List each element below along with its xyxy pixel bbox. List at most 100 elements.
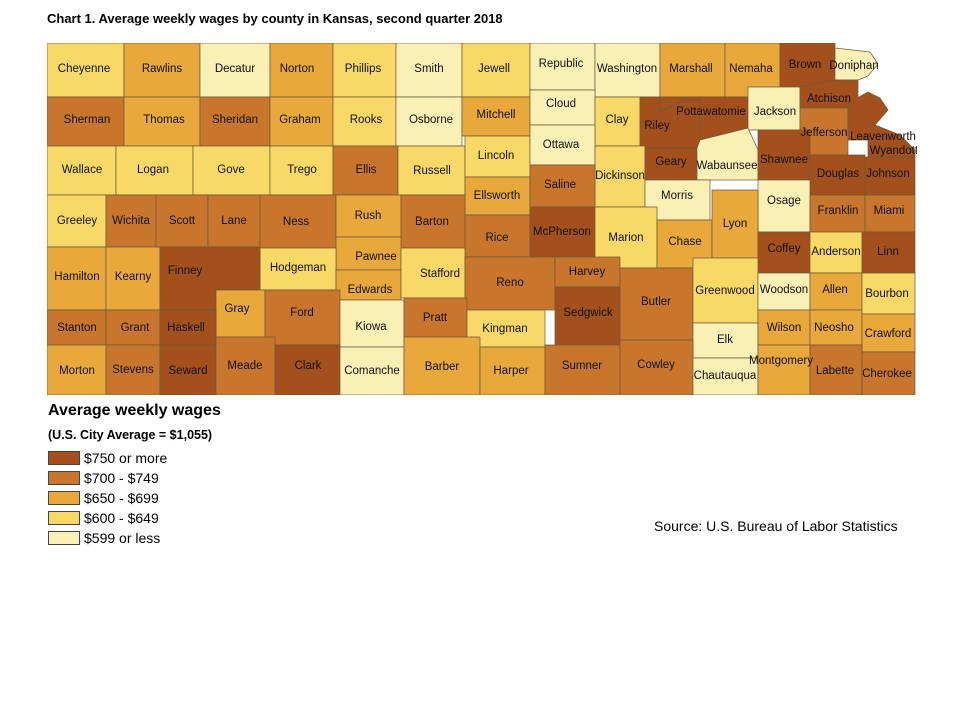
county-label-douglas: Douglas <box>817 168 859 180</box>
legend-label: $600 - $649 <box>84 510 159 526</box>
county-label-haskell: Haskell <box>167 322 205 334</box>
county-label-marion: Marion <box>608 232 643 244</box>
legend-item-c5: $750 or more <box>48 448 221 468</box>
legend-swatch <box>48 491 80 505</box>
county-label-norton: Norton <box>280 63 315 75</box>
county-label-shawnee: Shawnee <box>760 154 808 166</box>
county-label-woodson: Woodson <box>760 284 808 296</box>
county-label-pratt: Pratt <box>423 312 448 324</box>
county-label-kiowa: Kiowa <box>355 321 387 333</box>
county-label-smith: Smith <box>414 63 443 75</box>
county-label-kingman: Kingman <box>482 323 527 335</box>
county-label-atchison: Atchison <box>807 93 851 105</box>
county-label-gove: Gove <box>217 164 245 176</box>
county-label-jefferson: Jefferson <box>800 127 847 139</box>
county-label-scott: Scott <box>169 215 196 227</box>
county-label-elk: Elk <box>717 334 733 346</box>
legend-subtitle: (U.S. City Average = $1,055) <box>48 428 213 442</box>
county-labette <box>809 344 863 395</box>
county-label-linn: Linn <box>877 246 899 258</box>
county-label-harper: Harper <box>493 365 528 377</box>
legend-item-c1: $599 or less <box>48 528 221 548</box>
source-note: Source: U.S. Bureau of Labor Statistics <box>654 518 898 534</box>
county-label-stanton: Stanton <box>57 322 97 334</box>
county-label-phillips: Phillips <box>345 63 382 75</box>
legend-label: $750 or more <box>84 450 168 466</box>
county-label-bourbon: Bourbon <box>865 288 908 300</box>
county-label-seward: Seward <box>169 365 208 377</box>
county-label-chautauqua: Chautauqua <box>694 370 757 382</box>
county-label-geary: Geary <box>655 156 687 168</box>
legend-item-c3: $650 - $699 <box>48 488 221 508</box>
county-label-chase: Chase <box>668 236 701 248</box>
county-label-clay: Clay <box>605 114 628 126</box>
county-label-saline: Saline <box>544 179 576 191</box>
legend-label: $650 - $699 <box>84 490 159 506</box>
legend-label: $700 - $749 <box>84 470 159 486</box>
county-label-comanche: Comanche <box>344 365 400 377</box>
county-label-morris: Morris <box>661 190 693 202</box>
county-harper <box>479 346 546 395</box>
county-label-cherokee: Cherokee <box>862 368 912 380</box>
county-label-crawford: Crawford <box>865 328 912 340</box>
legend-title: Average weekly wages <box>48 402 221 419</box>
county-comanche <box>339 346 405 395</box>
county-label-cowley: Cowley <box>637 359 675 371</box>
county-label-graham: Graham <box>279 114 321 126</box>
county-label-barton: Barton <box>415 216 449 228</box>
county-meade <box>215 336 276 395</box>
county-label-johnson: Johnson <box>866 168 909 180</box>
legend-item-c4: $700 - $749 <box>48 468 221 488</box>
county-label-lincoln: Lincoln <box>478 150 514 162</box>
county-chautauqua <box>692 357 759 395</box>
county-label-osborne: Osborne <box>409 114 453 126</box>
county-label-rice: Rice <box>485 232 508 244</box>
county-sumner <box>544 344 621 395</box>
county-label-hamilton: Hamilton <box>54 271 99 283</box>
county-label-thomas: Thomas <box>143 114 185 126</box>
county-label-russell: Russell <box>413 165 451 177</box>
county-label-wabaunsee: Wabaunsee <box>697 160 758 172</box>
county-label-cheyenne: Cheyenne <box>58 63 110 75</box>
county-label-sheridan: Sheridan <box>212 114 258 126</box>
county-label-wyandotte: Wyandotte <box>870 145 917 157</box>
county-label-lyon: Lyon <box>723 218 748 230</box>
county-label-anderson: Anderson <box>811 246 860 258</box>
chart-title: Chart 1. Average weekly wages by county … <box>47 11 503 26</box>
county-label-mcpherson: McPherson <box>533 226 591 238</box>
county-label-dickinson: Dickinson <box>595 170 645 182</box>
county-label-hodgeman: Hodgeman <box>270 262 326 274</box>
county-label-logan: Logan <box>137 164 169 176</box>
county-cowley <box>619 339 694 395</box>
county-cherokee <box>861 351 916 395</box>
county-label-greenwood: Greenwood <box>695 285 754 297</box>
county-label-finney: Finney <box>168 265 203 277</box>
legend-label: $599 or less <box>84 530 161 546</box>
legend-swatch <box>48 471 80 485</box>
county-label-barber: Barber <box>425 361 460 373</box>
county-label-wallace: Wallace <box>62 164 102 176</box>
county-label-republic: Republic <box>539 58 584 70</box>
county-label-harvey: Harvey <box>569 266 606 278</box>
county-morton <box>47 344 107 395</box>
county-label-wilson: Wilson <box>767 322 802 334</box>
county-label-rooks: Rooks <box>350 114 383 126</box>
county-label-coffey: Coffey <box>767 243 800 255</box>
county-label-gray: Gray <box>225 303 250 315</box>
county-label-cloud: Cloud <box>546 98 576 110</box>
county-label-rush: Rush <box>355 210 382 222</box>
county-label-stafford: Stafford <box>420 268 460 280</box>
county-label-ellis: Ellis <box>355 164 376 176</box>
county-barber <box>403 336 481 395</box>
county-label-decatur: Decatur <box>215 63 255 75</box>
county-label-edwards: Edwards <box>348 284 393 296</box>
county-label-reno: Reno <box>496 277 524 289</box>
county-label-neosho: Neosho <box>814 322 854 334</box>
county-label-pawnee: Pawnee <box>355 251 397 263</box>
county-label-ness: Ness <box>283 216 309 228</box>
county-label-grant: Grant <box>121 322 151 334</box>
county-label-miami: Miami <box>874 205 905 217</box>
county-label-sedgwick: Sedgwick <box>563 307 612 319</box>
county-label-wichita: Wichita <box>112 215 150 227</box>
legend-swatch <box>48 531 80 545</box>
